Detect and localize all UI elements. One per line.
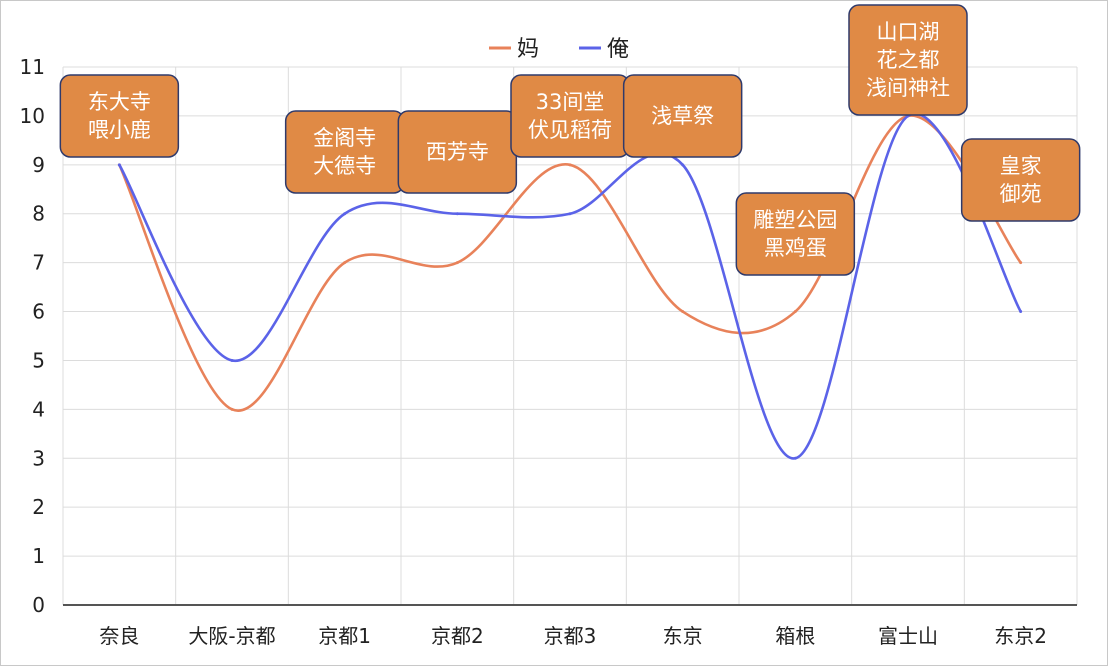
x-tick-label: 京都3 — [544, 624, 597, 648]
y-tick-label: 2 — [32, 495, 45, 519]
data-point — [1019, 310, 1023, 314]
annotation-box — [960, 138, 1081, 222]
y-tick-label: 3 — [32, 446, 45, 470]
annotation-text: 皇家 — [1000, 154, 1042, 178]
y-tick-label: 9 — [32, 153, 45, 177]
y-tick-label: 10 — [20, 104, 45, 128]
y-tick-label: 5 — [32, 348, 45, 372]
data-point — [343, 212, 347, 216]
data-point — [681, 310, 685, 314]
series-lines — [117, 112, 1023, 460]
data-point — [568, 163, 572, 167]
annotation-text: 33间堂 — [536, 90, 605, 114]
data-point — [681, 163, 685, 167]
annotation-callout: 西芳寺 — [397, 110, 518, 194]
annotation-box — [848, 4, 968, 116]
data-point — [455, 261, 459, 265]
data-point — [793, 456, 797, 460]
annotation-text: 御苑 — [1000, 182, 1042, 206]
annotation-text: 黑鸡蛋 — [764, 236, 827, 260]
x-tick-label: 东京2 — [994, 624, 1047, 648]
x-tick-label: 东京 — [663, 624, 703, 648]
x-tick-label: 箱根 — [775, 624, 815, 648]
annotation-text: 山口湖 — [877, 20, 940, 44]
y-tick-label: 8 — [32, 202, 45, 226]
y-axis-ticks: 0 1 2 3 4 5 6 7 8 9 10 11 — [20, 55, 45, 617]
annotation-box — [622, 74, 743, 158]
annotation-box — [284, 110, 405, 194]
annotation-text: 伏见稻荷 — [528, 118, 612, 142]
annotation-text: 东大寺 — [88, 90, 151, 114]
annotation-callout: 浅草祭 — [622, 74, 743, 158]
annotation-text: 大德寺 — [313, 154, 376, 178]
x-tick-label: 大阪-京都 — [188, 624, 275, 648]
data-point — [117, 163, 121, 167]
y-tick-label: 7 — [32, 251, 45, 275]
y-tick-label: 6 — [32, 300, 45, 324]
y-tick-label: 1 — [32, 544, 45, 568]
annotation-text: 浅草祭 — [651, 104, 714, 128]
data-point — [793, 310, 797, 314]
data-point — [568, 212, 572, 216]
x-tick-label: 奈良 — [99, 624, 139, 648]
annotation-box — [59, 74, 180, 158]
data-point — [230, 407, 234, 411]
annotation-text: 花之都 — [877, 48, 940, 72]
series-line-1 — [118, 112, 1022, 460]
y-tick-label: 4 — [32, 397, 45, 421]
data-point — [1019, 261, 1023, 265]
x-tick-label: 京都1 — [318, 624, 371, 648]
data-point — [230, 358, 234, 362]
annotation-box — [510, 74, 630, 158]
x-tick-label: 京都2 — [431, 624, 484, 648]
annotation-text: 西芳寺 — [426, 140, 489, 164]
x-axis-ticks: 奈良 大阪-京都 京都1 京都2 京都3 东京 箱根 富士山 东京2 — [99, 624, 1047, 648]
annotation-text: 金阁寺 — [313, 126, 376, 150]
legend-label: 妈 — [517, 37, 539, 62]
y-tick-label: 0 — [32, 593, 45, 617]
y-tick-label: 11 — [20, 55, 45, 79]
x-tick-label: 富士山 — [878, 624, 938, 648]
annotation-text: 喂小鹿 — [88, 118, 151, 142]
legend: 妈俺 — [489, 37, 629, 62]
data-point — [343, 261, 347, 265]
legend-label: 俺 — [607, 37, 629, 62]
data-point — [455, 212, 459, 216]
annotation-box — [735, 192, 856, 276]
annotation-text: 浅间神社 — [866, 76, 950, 100]
annotation-text: 雕塑公园 — [753, 208, 837, 232]
